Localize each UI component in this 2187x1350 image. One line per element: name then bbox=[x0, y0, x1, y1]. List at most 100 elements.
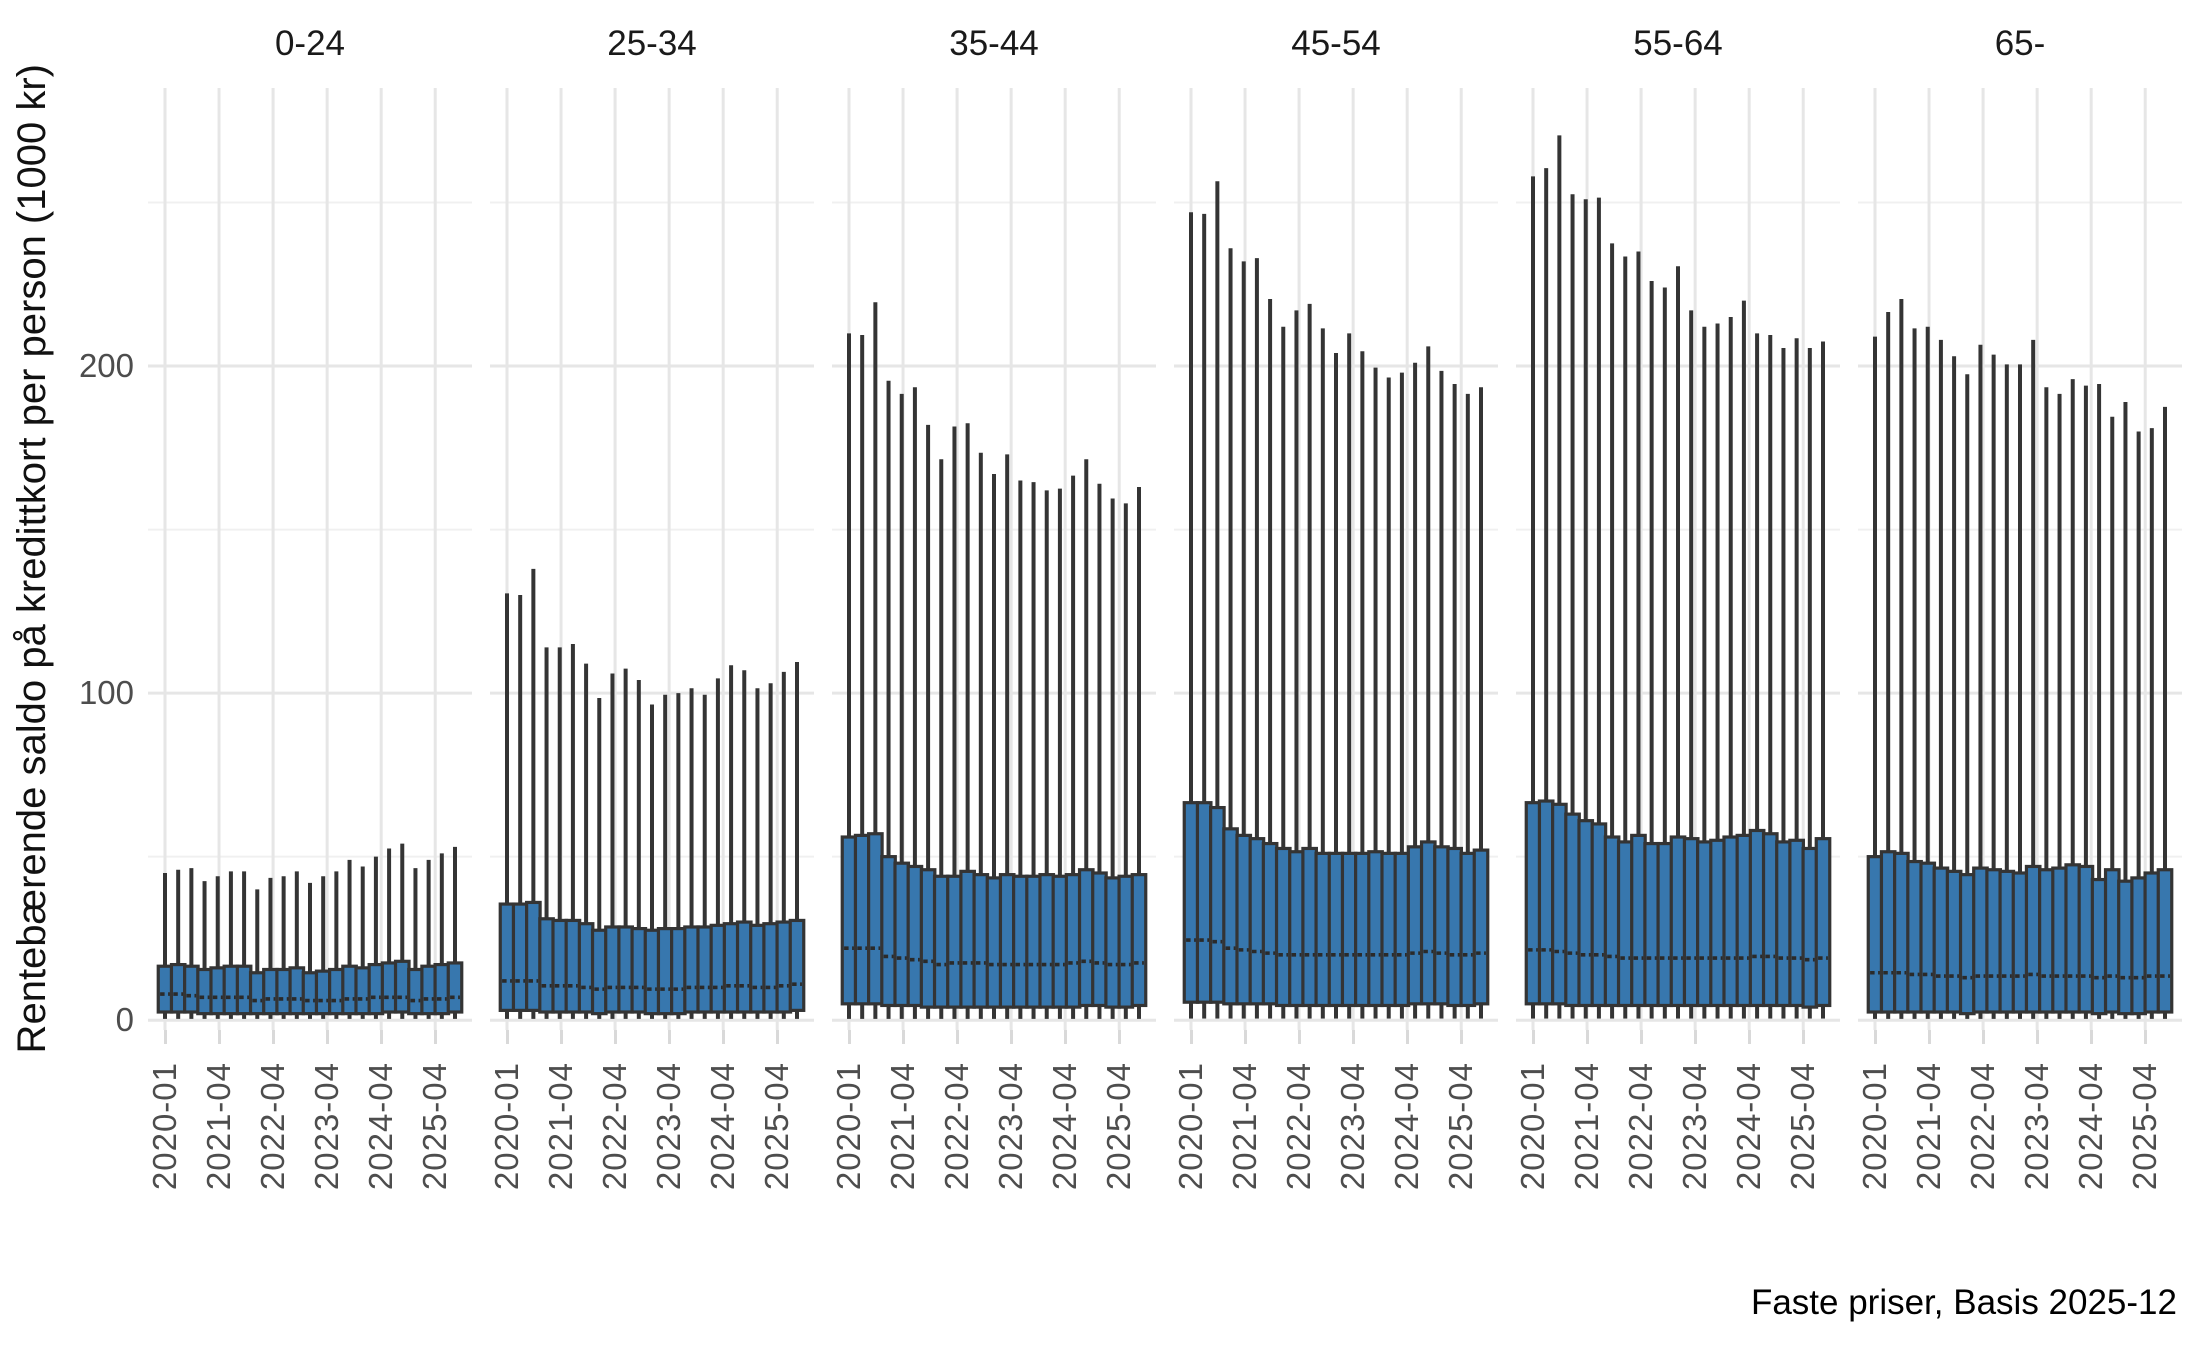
box-25-34-2022-01 bbox=[604, 673, 621, 1019]
x-axis-tick-mark bbox=[2035, 1030, 2039, 1044]
box-65--2025-01 bbox=[2130, 431, 2147, 1019]
box-35-44-2024-07 bbox=[1077, 459, 1095, 1019]
box-25-34-2025-01 bbox=[762, 683, 779, 1019]
box-25-34-2020-04 bbox=[511, 594, 529, 1019]
box-0-24-2022-04 bbox=[275, 876, 292, 1019]
facet-panel-35-44 bbox=[832, 88, 1156, 1035]
box-65--2020-10 bbox=[1906, 328, 1923, 1019]
box-45-54-2021-01 bbox=[1235, 261, 1253, 1019]
box-55-64-2024-07 bbox=[1761, 334, 1779, 1019]
x-axis-tick-label: 2025-04 bbox=[1784, 1062, 1822, 1191]
box-35-44-2020-07 bbox=[867, 302, 884, 1019]
x-axis-tick-label: 2023-04 bbox=[1676, 1062, 1714, 1191]
x-axis-tick-mark bbox=[379, 1030, 383, 1044]
box-45-54-2023-04 bbox=[1354, 351, 1371, 1019]
x-axis-tick-label: 2024-04 bbox=[2072, 1062, 2110, 1191]
box-35-44-2022-07 bbox=[972, 452, 990, 1019]
facet-title-0-24: 0-24 bbox=[274, 24, 346, 63]
box-25-34-2021-04 bbox=[564, 644, 582, 1019]
box-45-54-2024-01 bbox=[1393, 372, 1411, 1019]
x-axis-tick-label: 2020-01 bbox=[1514, 1062, 1551, 1191]
box-55-64-2020-04 bbox=[1537, 168, 1555, 1019]
box-0-24-2021-07 bbox=[235, 871, 253, 1019]
facet-title-35-44: 35-44 bbox=[949, 24, 1039, 63]
box-35-44-2023-04 bbox=[1012, 480, 1029, 1019]
box-45-54-2022-07 bbox=[1314, 328, 1332, 1019]
box-65--2022-04 bbox=[1985, 354, 2002, 1019]
x-axis-tick-mark bbox=[1243, 1030, 1247, 1044]
box-45-54-2020-07 bbox=[1209, 181, 1226, 1019]
box-0-24-2025-04 bbox=[433, 853, 451, 1019]
box-35-44-2021-10 bbox=[932, 459, 950, 1019]
box-55-64-2021-07 bbox=[1603, 243, 1621, 1019]
x-axis-tick-mark bbox=[1801, 1030, 1805, 1044]
box-45-54-2021-07 bbox=[1261, 298, 1279, 1019]
box-0-24-2023-07 bbox=[341, 859, 358, 1019]
x-axis-tick-label: 2023-04 bbox=[1334, 1062, 1372, 1191]
box-0-24-2021-01 bbox=[209, 876, 227, 1019]
box-25-34-2022-10 bbox=[643, 704, 661, 1019]
x-axis-tick-label: 2023-04 bbox=[308, 1062, 346, 1191]
x-axis-tick-label: 2020-01 bbox=[1856, 1062, 1893, 1191]
x-axis-tick-mark bbox=[1009, 1030, 1013, 1044]
box-55-64-2021-04 bbox=[1590, 197, 1608, 1019]
box-0-24-2025-07 bbox=[446, 846, 464, 1019]
box-25-34-2025-07 bbox=[788, 662, 806, 1019]
box-65--2021-10 bbox=[1958, 374, 1976, 1019]
box-55-64-2021-01 bbox=[1577, 199, 1595, 1019]
box-0-24-2022-10 bbox=[301, 882, 319, 1019]
box-0-24-2021-04 bbox=[222, 871, 240, 1019]
x-axis-tick-mark bbox=[1927, 1030, 1931, 1044]
box-25-34-2024-04 bbox=[722, 665, 740, 1019]
box-55-64-2022-07 bbox=[1656, 287, 1674, 1019]
box-55-64-2021-10 bbox=[1616, 256, 1634, 1019]
box-45-54-2025-07 bbox=[1472, 387, 1490, 1019]
box-25-34-2021-07 bbox=[577, 663, 595, 1019]
box-55-64-2024-04 bbox=[1748, 333, 1766, 1019]
box-45-54-2020-01 bbox=[1182, 212, 1200, 1019]
x-axis-tick-mark bbox=[1063, 1030, 1067, 1044]
box-35-44-2025-07 bbox=[1130, 487, 1148, 1019]
box-65--2024-04 bbox=[2090, 384, 2108, 1019]
box-25-34-2022-04 bbox=[617, 668, 634, 1019]
box-35-44-2020-10 bbox=[880, 380, 897, 1019]
x-axis-tick-mark bbox=[775, 1030, 779, 1044]
box-25-34-2023-07 bbox=[683, 688, 700, 1019]
facet-title-25-34: 25-34 bbox=[607, 24, 697, 63]
box-35-44-2022-01 bbox=[946, 426, 963, 1019]
chart-caption: Faste priser, Basis 2025-12 bbox=[1750, 1283, 2177, 1322]
box-45-54-2022-04 bbox=[1301, 303, 1318, 1019]
x-axis-tick-mark bbox=[847, 1030, 851, 1044]
y-axis-title-text: Rentebærende saldo på kredittkort per pe… bbox=[9, 64, 54, 1054]
box-25-34-2020-01 bbox=[498, 593, 516, 1019]
box-35-44-2024-04 bbox=[1064, 475, 1082, 1019]
x-axis-tick-mark bbox=[1873, 1030, 1877, 1044]
box-55-64-2020-01 bbox=[1524, 176, 1542, 1019]
facet-panel-45-54 bbox=[1174, 88, 1498, 1035]
box-0-24-2020-10 bbox=[196, 881, 213, 1019]
x-axis-tick-mark bbox=[901, 1030, 905, 1044]
box-0-24-2024-07 bbox=[393, 843, 411, 1019]
x-axis-tick-label: 2023-04 bbox=[992, 1062, 1030, 1191]
box-35-44-2025-04 bbox=[1117, 503, 1135, 1019]
facet-title-65-: 65- bbox=[1994, 24, 2046, 63]
box-45-54-2025-04 bbox=[1459, 393, 1477, 1019]
x-axis-tick-label: 2022-04 bbox=[254, 1062, 292, 1191]
x-axis-tick-label: 2023-04 bbox=[2018, 1062, 2056, 1191]
box-55-64-2022-10 bbox=[1669, 266, 1687, 1019]
box-55-64-2023-04 bbox=[1696, 326, 1713, 1019]
box-65--2021-04 bbox=[1932, 339, 1950, 1019]
facet-title-55-64: 55-64 bbox=[1633, 24, 1723, 63]
x-axis-tick-label: 2020-01 bbox=[488, 1062, 525, 1191]
x-axis-tick-mark bbox=[1189, 1030, 1193, 1044]
box-25-34-2021-10 bbox=[590, 698, 608, 1019]
box-25-34-2025-04 bbox=[775, 671, 793, 1019]
x-axis-tick-mark bbox=[667, 1030, 671, 1044]
box-0-24-2021-10 bbox=[248, 889, 266, 1019]
x-axis-tick-label: 2025-04 bbox=[758, 1062, 796, 1191]
x-axis-tick-mark bbox=[955, 1030, 959, 1044]
facet-panel-65- bbox=[1858, 88, 2182, 1035]
box-25-34-2024-10 bbox=[749, 688, 766, 1019]
box-65--2023-10 bbox=[2064, 379, 2082, 1019]
x-axis-tick-label: 2022-04 bbox=[1622, 1062, 1660, 1191]
